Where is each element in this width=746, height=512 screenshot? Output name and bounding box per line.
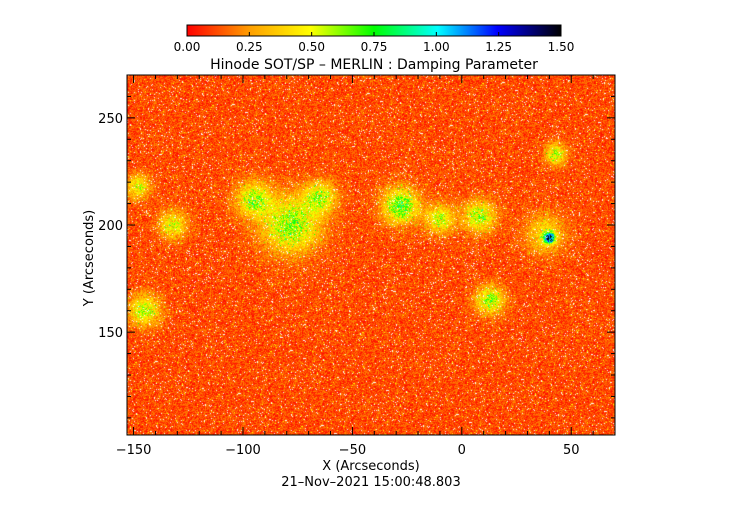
colorbar-tick-label: 0.50 [298, 40, 325, 54]
colorbar-gradient [187, 25, 561, 36]
y-tick-label: 250 [98, 112, 123, 127]
y-tick-label: 200 [98, 219, 123, 234]
x-axis: −150 −100 −50 0 50 [116, 75, 616, 458]
colorbar-tick-label: 1.00 [423, 40, 450, 54]
colorbar-tick-label: 1.25 [485, 40, 512, 54]
colorbar-tick-label: 0.25 [236, 40, 263, 54]
x-tick-label: −150 [116, 443, 152, 458]
y-tick-label: 150 [98, 326, 123, 341]
x-tick-label: 0 [458, 443, 466, 458]
colorbar-tick-label: 0.00 [174, 40, 201, 54]
chart-title: Hinode SOT/SP – MERLIN : Damping Paramet… [210, 57, 538, 73]
colorbar-ticks: 0.00 0.25 0.50 0.75 1.00 1.25 1.50 [174, 32, 575, 54]
heatmap-image [127, 75, 615, 435]
y-axis: 150 200 250 [98, 74, 615, 419]
x-tick-label: −50 [339, 443, 366, 458]
plot-frame [126, 74, 616, 436]
x-tick-label: −100 [225, 443, 261, 458]
x-tick-label: 50 [563, 443, 580, 458]
colorbar: 0.00 0.25 0.50 0.75 1.00 1.25 1.50 [174, 24, 575, 54]
colorbar-tick-label: 1.50 [548, 40, 575, 54]
colorbar-tick-label: 0.75 [361, 40, 388, 54]
y-axis-label: Y (Arcseconds) [82, 210, 97, 307]
timestamp-footer: 21–Nov–2021 15:00:48.803 [281, 475, 460, 490]
x-axis-label: X (Arcseconds) [322, 459, 419, 474]
